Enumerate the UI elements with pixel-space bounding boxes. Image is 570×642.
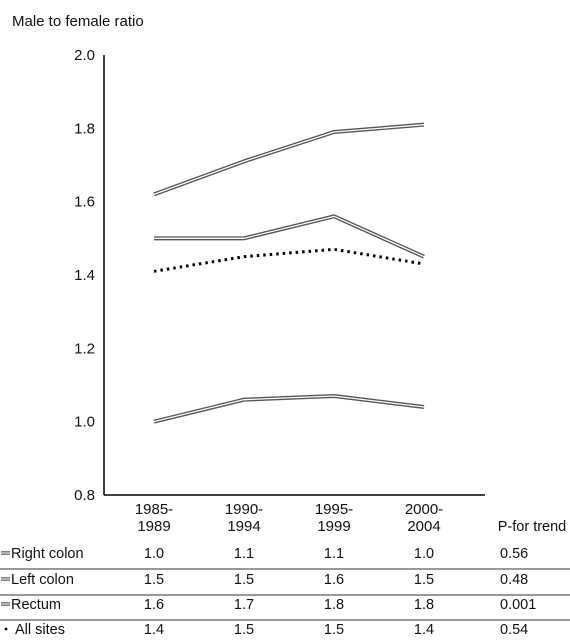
x-tick-label-line1: 1990- <box>225 501 263 518</box>
table-row-rectum: Rectum 1.6 1.7 1.8 1.8 0.001 <box>1 597 536 613</box>
y-axis-title: Male to female ratio <box>12 13 144 30</box>
table-cell: 1.5 <box>144 572 164 588</box>
table-cell: 1.8 <box>324 597 344 613</box>
legend-swatch <box>4 627 8 631</box>
table-cell: 1.1 <box>234 546 254 562</box>
series-line-rectum <box>153 122 425 197</box>
x-ticks: 1985-1989 1990-1994 1995-1999 2000-2004 <box>135 501 443 535</box>
table-row-right-colon: Right colon 1.0 1.1 1.1 1.0 0.56 <box>1 546 528 562</box>
series-line-all-sites <box>153 247 425 273</box>
data-table: P-for trend Right colon 1.0 1.1 1.1 1.0 0.56 Le… <box>0 519 570 638</box>
x-tick-label-line2: 2004 <box>407 518 440 535</box>
series-line-right-colon-outer <box>153 394 425 424</box>
x-tick-label-line2: 1999 <box>317 518 350 535</box>
table-cell-p-trend: 0.56 <box>500 546 528 562</box>
x-tick-label-line1: 1995- <box>315 501 353 518</box>
table-cell: 1.5 <box>324 622 344 638</box>
table-row-label: Rectum <box>11 597 61 613</box>
x-tick-label-line1: 2000- <box>405 501 443 518</box>
x-tick-label-1: 1990-1994 <box>225 501 263 535</box>
x-tick-label-line2: 1994 <box>227 518 260 535</box>
series-line-rectum-outer <box>153 122 425 197</box>
y-tick-label-4: 1.6 <box>74 194 95 211</box>
y-tick-label-5: 1.8 <box>74 120 95 137</box>
x-tick-label-2: 1995-1999 <box>315 501 353 535</box>
table-cell: 1.6 <box>324 572 344 588</box>
series-line-left-colon-outer <box>154 214 425 259</box>
series-line-left-colon-inner <box>154 215 425 258</box>
table-cell: 1.5 <box>414 572 434 588</box>
x-tick-label-3: 2000-2004 <box>405 501 443 535</box>
y-ticks: 0.8 1.0 1.2 1.4 1.6 1.8 2.0 <box>74 47 95 504</box>
table-cell: 1.0 <box>144 546 164 562</box>
table-row-all-sites: All sites 1.4 1.5 1.5 1.4 0.54 <box>4 622 528 638</box>
table-row-label: Left colon <box>11 572 74 588</box>
table-cell: 1.4 <box>414 622 434 638</box>
table-cell: 1.5 <box>234 572 254 588</box>
table-row-label: All sites <box>15 622 65 638</box>
x-tick-label-line1: 1985- <box>135 501 173 518</box>
table-cell: 1.7 <box>234 597 254 613</box>
x-tick-label-line2: 1989 <box>137 518 170 535</box>
axes <box>103 55 485 496</box>
table-cell-p-trend: 0.001 <box>500 597 536 613</box>
y-tick-label-6: 2.0 <box>74 47 95 64</box>
series-line-rectum-inner <box>153 124 425 195</box>
y-tick-label-3: 1.4 <box>74 267 95 284</box>
table-cell: 1.8 <box>414 597 434 613</box>
table-cell: 1.1 <box>324 546 344 562</box>
table-cell-p-trend: 0.54 <box>500 622 528 638</box>
table-header-p-for-trend: P-for trend <box>498 519 567 535</box>
table-cell: 1.5 <box>234 622 254 638</box>
table-cell: 1.0 <box>414 546 434 562</box>
y-tick-label-1: 1.0 <box>74 414 95 431</box>
series-line-right-colon <box>153 394 425 424</box>
table-row-left-colon: Left colon 1.5 1.5 1.6 1.5 0.48 <box>1 572 528 588</box>
table-cell-p-trend: 0.48 <box>500 572 528 588</box>
series-line-right-colon-inner <box>153 395 425 423</box>
table-cell: 1.4 <box>144 622 164 638</box>
table-cell: 1.6 <box>144 597 164 613</box>
y-tick-label-0: 0.8 <box>74 487 95 504</box>
x-tick-label-0: 1985-1989 <box>135 501 173 535</box>
series-line-left-colon <box>154 214 425 259</box>
series-lines <box>153 122 425 424</box>
table-row-label: Right colon <box>11 546 84 562</box>
y-tick-label-2: 1.2 <box>74 340 95 357</box>
